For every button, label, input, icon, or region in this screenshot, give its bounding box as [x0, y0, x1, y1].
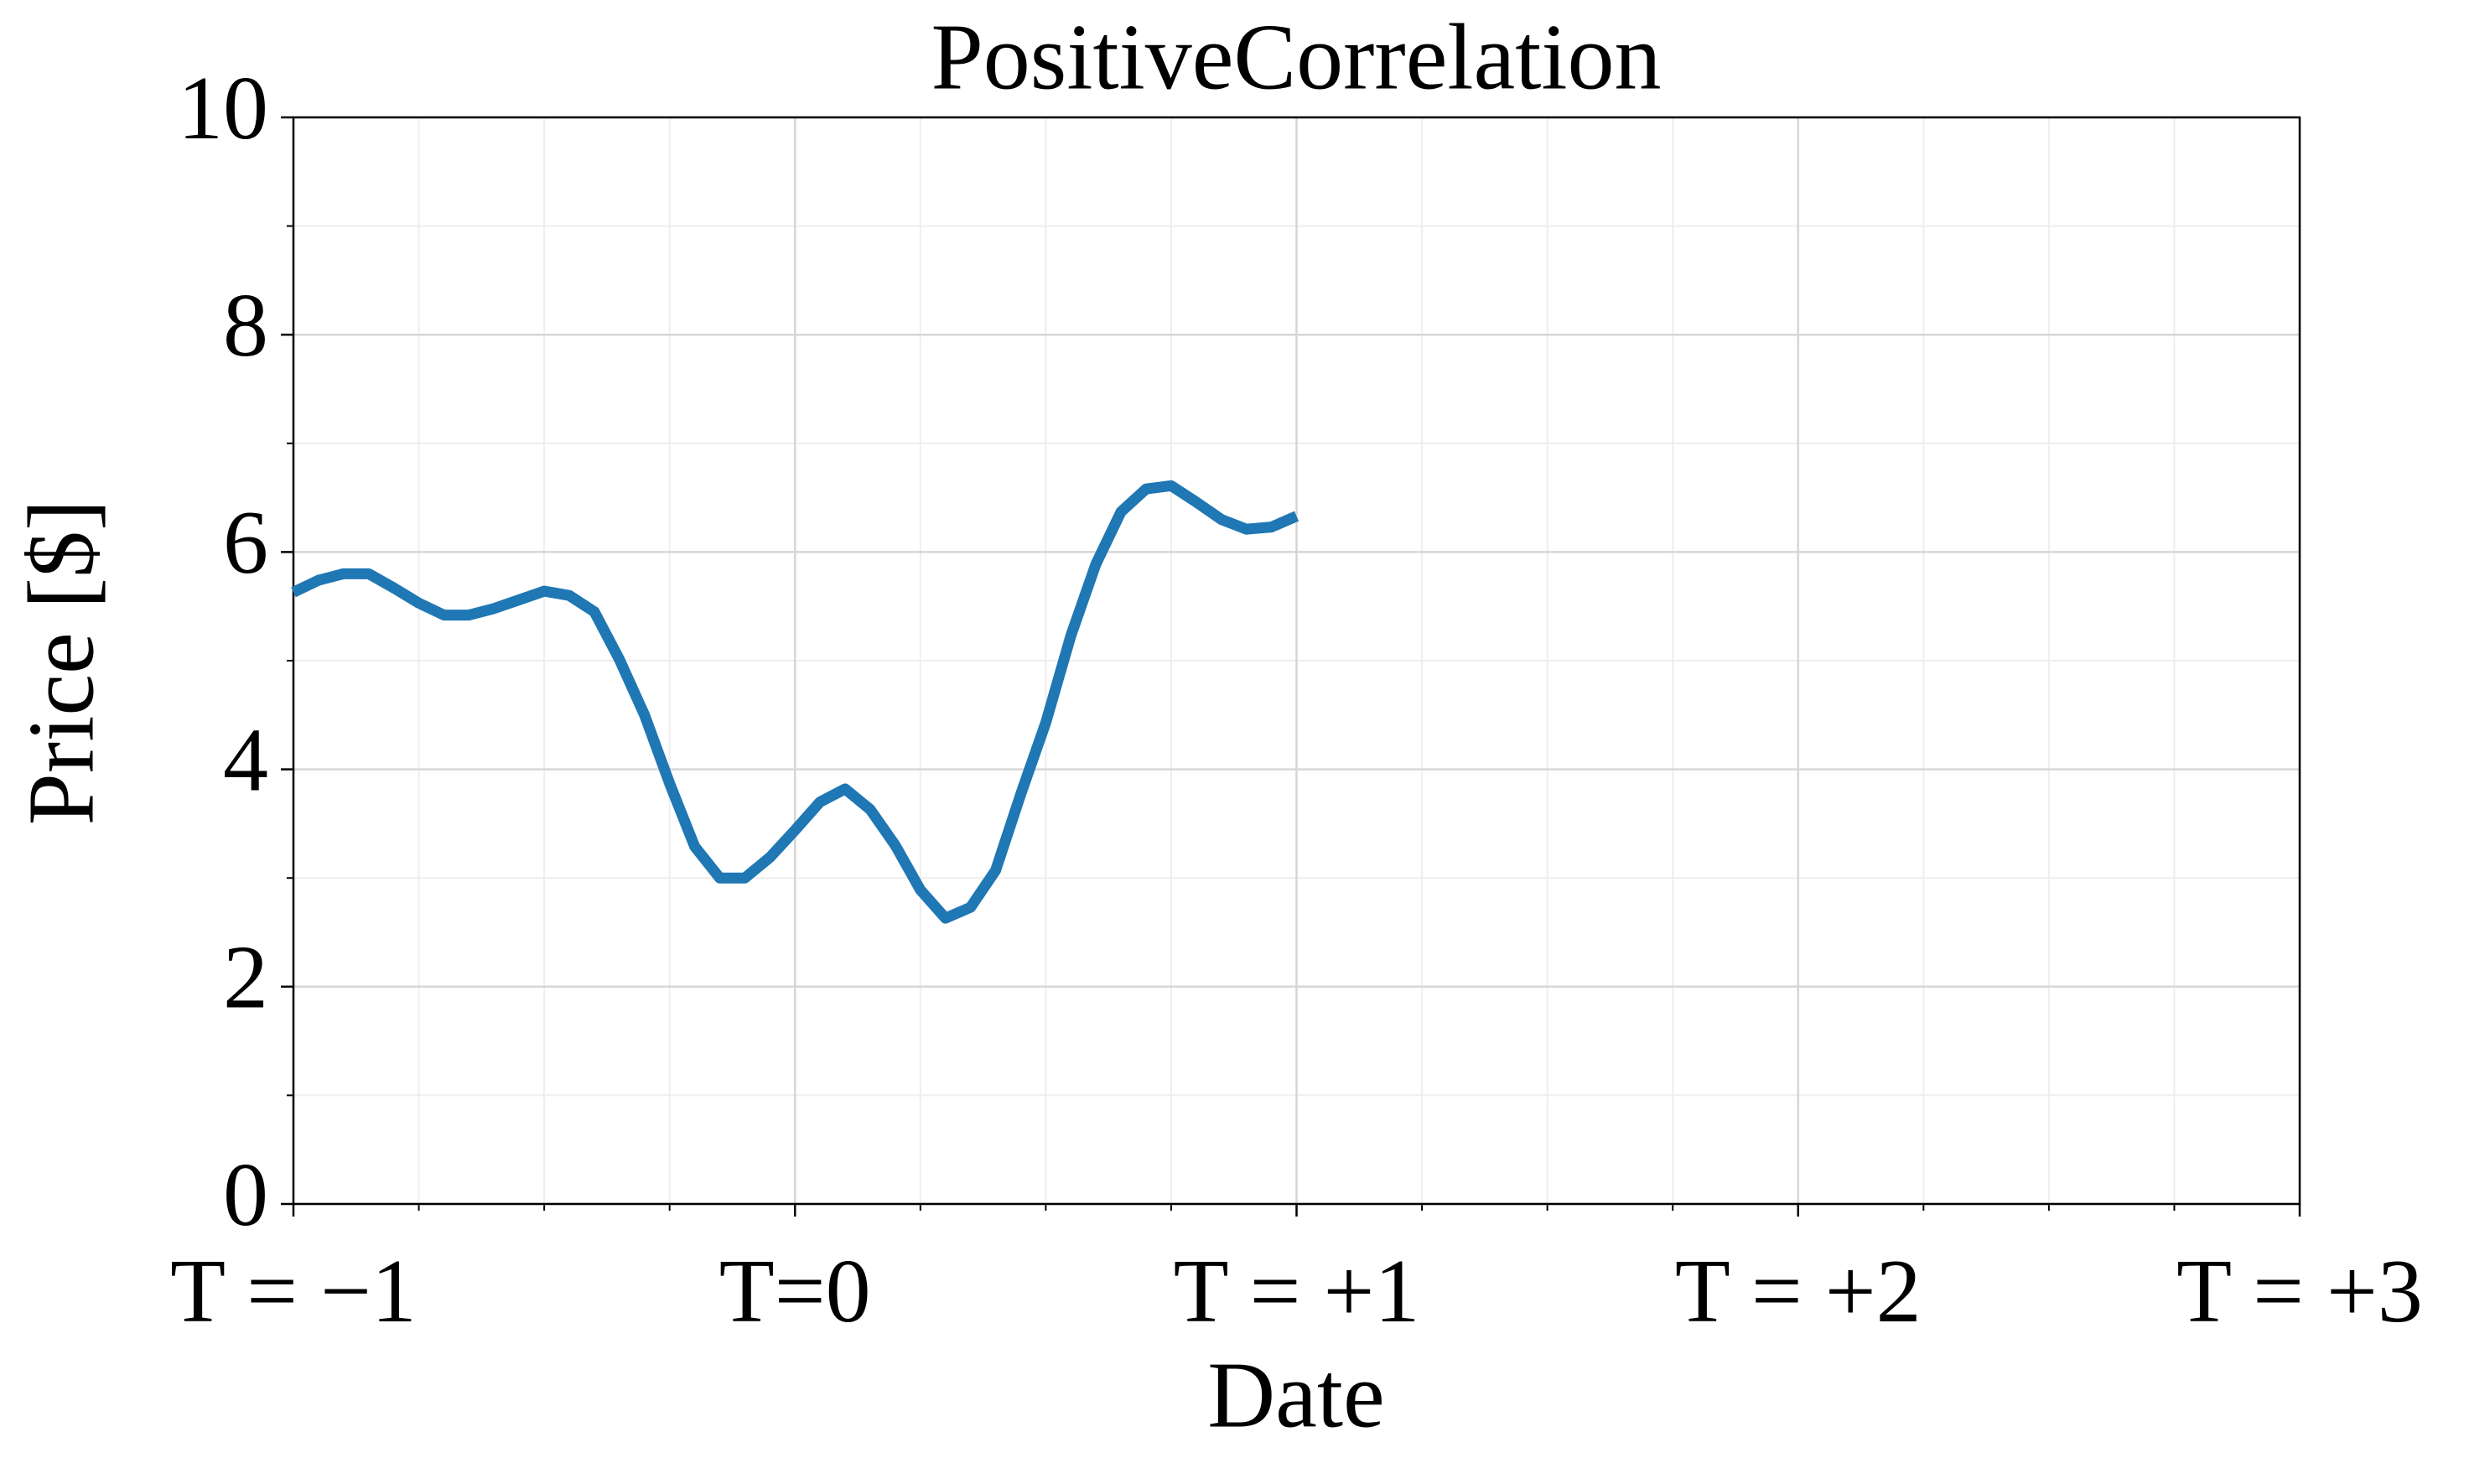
x-tick-label: T = +1 [1174, 1242, 1420, 1341]
x-tick-label: T = −1 [170, 1242, 417, 1341]
y-tick-label: 4 [223, 710, 268, 810]
y-tick-label: 10 [178, 59, 268, 158]
plot-frame [292, 116, 2301, 1206]
x-axis-label: Date [1207, 1344, 1384, 1448]
y-tick-label: 8 [223, 276, 268, 376]
y-axis-label: Price [$] [10, 500, 114, 826]
x-tick-label: T = +3 [2176, 1242, 2423, 1341]
data-line [291, 480, 1299, 924]
x-tick-label: T = +2 [1675, 1242, 1922, 1341]
y-tick-label: 0 [223, 1145, 268, 1245]
chart-title: PositiveCorrelation [931, 6, 1661, 110]
y-tick-label: 6 [223, 493, 268, 593]
x-tick-label: T=0 [719, 1242, 871, 1341]
y-tick-label: 2 [223, 928, 268, 1028]
